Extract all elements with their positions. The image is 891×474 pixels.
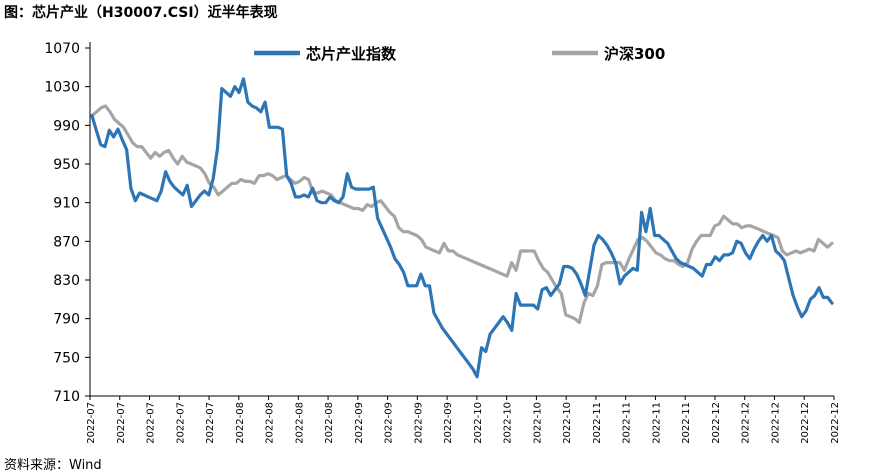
y-tick-label: 750 xyxy=(53,350,80,366)
x-tick-label: 2022-08 xyxy=(235,402,246,444)
y-tick-label: 1070 xyxy=(44,41,80,57)
x-tick-label: 2022-07 xyxy=(175,402,186,444)
source-note: 资料来源：Wind xyxy=(4,458,102,473)
y-tick-label: 710 xyxy=(53,389,80,405)
x-tick-label: 2022-10 xyxy=(473,402,484,444)
x-tick-label: 2022-12 xyxy=(830,402,841,444)
x-tick-label: 2022-07 xyxy=(116,402,127,444)
x-tick-label: 2022-10 xyxy=(532,402,543,444)
x-tick-label: 2022-12 xyxy=(800,402,811,444)
series-line-csi300 xyxy=(90,104,834,325)
chart-title: 图：芯片产业（H30007.CSI）近半年表现 xyxy=(4,5,278,21)
series-line-chip-index xyxy=(90,77,834,379)
x-tick-label: 2022-11 xyxy=(681,402,692,444)
x-tick-label: 2022-07 xyxy=(205,402,216,444)
x-tick-label: 2022-12 xyxy=(741,402,752,444)
x-tick-label: 2022-08 xyxy=(265,402,276,444)
legend-chip-index-label: 芯片产业指数 xyxy=(306,45,397,63)
x-tick-label: 2022-08 xyxy=(324,402,335,444)
y-tick-label: 870 xyxy=(53,234,80,250)
x-tick-label: 2022-07 xyxy=(86,402,97,444)
x-tick-label: 2022-08 xyxy=(294,402,305,444)
y-tick-label: 1030 xyxy=(44,80,80,96)
x-tick-label: 2022-11 xyxy=(592,402,603,444)
y-tick-label: 830 xyxy=(53,273,80,289)
x-tick-label: 2022-12 xyxy=(770,402,781,444)
y-tick-label: 990 xyxy=(53,118,80,134)
x-tick-label: 2022-07 xyxy=(146,402,157,444)
y-tick-label: 950 xyxy=(53,157,80,173)
y-tick-label: 910 xyxy=(53,196,80,212)
x-tick-label: 2022-09 xyxy=(354,402,365,444)
y-tick-label: 790 xyxy=(53,312,80,328)
legend-csi300-label: 沪深300 xyxy=(604,45,665,63)
x-tick-label: 2022-10 xyxy=(562,402,573,444)
x-tick-label: 2022-11 xyxy=(622,402,633,444)
x-tick-label: 2022-09 xyxy=(384,402,395,444)
x-tick-label: 2022-09 xyxy=(413,402,424,444)
x-tick-label: 2022-11 xyxy=(651,402,662,444)
x-tick-label: 2022-09 xyxy=(443,402,454,444)
x-tick-label: 2022-12 xyxy=(711,402,722,444)
x-tick-label: 2022-10 xyxy=(503,402,514,444)
